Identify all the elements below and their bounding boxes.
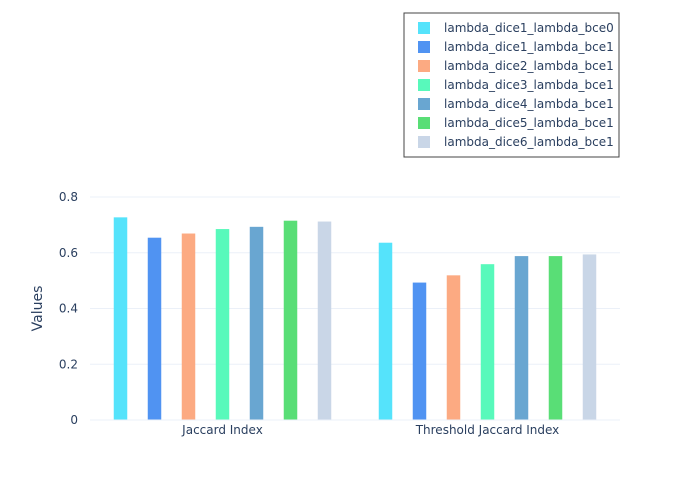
legend-swatch[interactable] [418, 60, 430, 72]
legend-box [403, 12, 620, 158]
legend-label[interactable]: lambda_dice1_lambda_bce0 [444, 21, 614, 35]
legend-swatch[interactable] [418, 117, 430, 129]
bar-lambda_dice1_lambda_bce1-1[interactable] [412, 282, 427, 420]
bar-lambda_dice6_lambda_bce1-0[interactable] [317, 221, 332, 420]
y-tick-label: 0.4 [59, 302, 78, 316]
y-tick-label: 0 [70, 413, 78, 427]
bar-lambda_dice1_lambda_bce0-1[interactable] [378, 242, 393, 420]
bar-lambda_dice5_lambda_bce1-1[interactable] [548, 256, 563, 420]
x-tick-label: Jaccard Index [181, 423, 263, 437]
legend-label[interactable]: lambda_dice3_lambda_bce1 [444, 78, 614, 92]
x-tick-label: Threshold Jaccard Index [415, 423, 560, 437]
legend-swatch[interactable] [418, 136, 430, 148]
y-axis-title: Values [30, 286, 46, 332]
legend-label[interactable]: lambda_dice5_lambda_bce1 [444, 116, 614, 130]
legend-swatch[interactable] [418, 22, 430, 34]
y-tick-labels: 0 0.2 0.4 0.6 0.8 [59, 190, 78, 427]
bars [113, 217, 597, 420]
bar-lambda_dice4_lambda_bce1-0[interactable] [249, 226, 264, 420]
legend-swatch[interactable] [418, 41, 430, 53]
legend-label[interactable]: lambda_dice6_lambda_bce1 [444, 135, 614, 149]
legend-label[interactable]: lambda_dice4_lambda_bce1 [444, 97, 614, 111]
legend-swatch[interactable] [418, 79, 430, 91]
bar-lambda_dice3_lambda_bce1-1[interactable] [480, 264, 495, 420]
y-tick-label: 0.6 [59, 246, 78, 260]
bar-lambda_dice1_lambda_bce1-0[interactable] [147, 237, 162, 420]
bar-lambda_dice2_lambda_bce1-0[interactable] [181, 233, 196, 420]
y-tick-label: 0.8 [59, 190, 78, 204]
y-tick-label: 0.2 [59, 357, 78, 371]
legend-label[interactable]: lambda_dice2_lambda_bce1 [444, 59, 614, 73]
bar-lambda_dice5_lambda_bce1-0[interactable] [283, 220, 298, 420]
legend-items: lambda_dice1_lambda_bce0 lambda_dice1_lam… [418, 21, 614, 149]
bar-lambda_dice3_lambda_bce1-0[interactable] [215, 229, 230, 420]
bar-lambda_dice4_lambda_bce1-1[interactable] [514, 256, 529, 420]
bar-lambda_dice6_lambda_bce1-1[interactable] [582, 254, 597, 420]
x-tick-labels: Jaccard Index Threshold Jaccard Index [181, 423, 559, 437]
bar-lambda_dice1_lambda_bce0-0[interactable] [113, 217, 128, 420]
legend-swatch[interactable] [418, 98, 430, 110]
legend-label[interactable]: lambda_dice1_lambda_bce1 [444, 40, 614, 54]
grid-lines [90, 196, 620, 365]
bar-lambda_dice2_lambda_bce1-1[interactable] [446, 275, 461, 420]
legend: lambda_dice1_lambda_bce0 lambda_dice1_lam… [403, 12, 620, 158]
